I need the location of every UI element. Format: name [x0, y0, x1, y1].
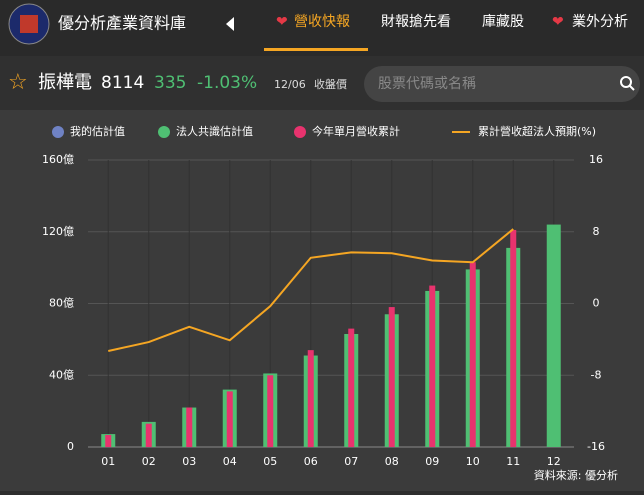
x-tick-label: 07	[344, 455, 358, 468]
y-tick-label: 40億	[49, 368, 74, 381]
bar	[105, 434, 112, 447]
y-tick-label: 0	[67, 440, 74, 453]
source-note: 資料來源: 優分析	[534, 468, 618, 482]
search-icon-handle	[629, 85, 635, 91]
legend-label: 法人共識估計值	[176, 124, 253, 138]
quote-date: 12/06	[274, 78, 306, 91]
legend-swatch	[52, 126, 64, 138]
nav-item[interactable]: 庫藏股	[482, 13, 524, 30]
bar	[145, 423, 152, 447]
y2-tick-label: -16	[587, 440, 605, 453]
site-title: 優分析產業資料庫	[58, 14, 186, 33]
x-tick-label: 10	[466, 455, 480, 468]
stock-price: 335	[154, 73, 186, 93]
y2-tick-label: -8	[591, 368, 602, 381]
logo-inner	[20, 15, 38, 33]
y2-tick-label: 0	[593, 297, 600, 310]
bar	[307, 350, 314, 447]
bar	[348, 328, 355, 447]
bar	[267, 375, 274, 447]
nav-active-underline	[264, 48, 368, 51]
header-bar	[0, 0, 644, 56]
bar	[469, 262, 476, 447]
x-tick-label: 11	[506, 455, 520, 468]
search-placeholder: 股票代碼或名稱	[378, 76, 476, 92]
legend-label: 今年單月營收累計	[312, 124, 400, 138]
legend-label: 我的估計值	[70, 124, 125, 138]
x-tick-label: 05	[263, 455, 277, 468]
nav-item[interactable]: 營收快報	[294, 14, 350, 30]
y-tick-label: 160億	[42, 153, 74, 166]
x-tick-label: 06	[304, 455, 318, 468]
x-tick-label: 04	[223, 455, 237, 468]
stock-change: -1.03%	[197, 73, 257, 93]
heart-icon: ❤	[552, 14, 564, 30]
chart-panel	[0, 110, 644, 491]
line-series	[108, 228, 514, 353]
heart-icon: ❤	[276, 14, 288, 30]
bar	[226, 391, 233, 447]
stock-code: 8114	[101, 73, 144, 93]
bar	[186, 407, 193, 447]
legend-swatch	[294, 126, 306, 138]
bar	[429, 285, 436, 447]
x-tick-label: 02	[142, 455, 156, 468]
y2-tick-label: 16	[589, 153, 603, 166]
quote-date-label: 收盤價	[314, 77, 347, 91]
search-box[interactable]	[364, 66, 640, 102]
stock-name: 振樺電	[38, 72, 92, 93]
y-tick-label: 120億	[42, 225, 74, 238]
nav-item[interactable]: 業外分析	[572, 14, 628, 30]
x-tick-label: 03	[182, 455, 196, 468]
y-tick-label: 80億	[49, 297, 74, 310]
search-icon[interactable]	[620, 76, 632, 88]
legend-swatch	[158, 126, 170, 138]
x-tick-label: 08	[385, 455, 399, 468]
x-tick-label: 01	[101, 455, 115, 468]
x-tick-label: 09	[425, 455, 439, 468]
favorite-star[interactable]: ☆	[8, 70, 28, 95]
x-tick-label: 12	[547, 455, 561, 468]
bar	[388, 307, 395, 447]
prev-arrow[interactable]	[226, 17, 234, 31]
bar	[510, 229, 517, 447]
legend-label: 累計營收超法人預期(%)	[478, 124, 596, 138]
nav-item[interactable]: 財報搶先看	[381, 13, 451, 30]
y2-tick-label: 8	[593, 225, 600, 238]
bar	[546, 224, 561, 447]
